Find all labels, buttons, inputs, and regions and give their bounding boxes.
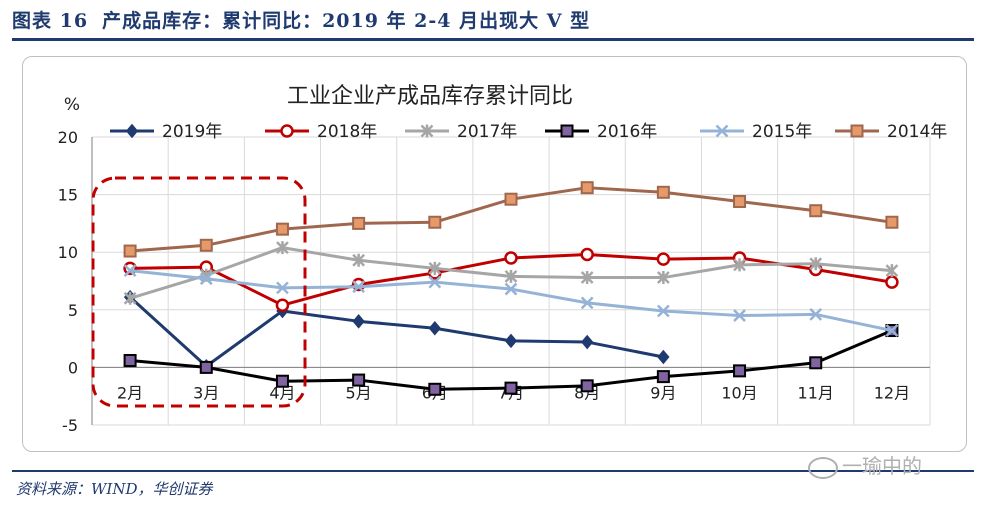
data-point-2017年 (809, 257, 823, 271)
legend-marker-2017年 (420, 124, 434, 138)
data-point-2014年 (428, 215, 442, 229)
data-point-2018年 (885, 275, 899, 289)
data-point-2016年 (504, 381, 518, 395)
data-point-2015年 (580, 296, 594, 310)
data-point-2017年 (428, 261, 442, 275)
data-point-2017年 (656, 271, 670, 285)
data-point-2015年 (656, 304, 670, 318)
data-point-2017年 (504, 269, 518, 283)
highlight-box (91, 176, 307, 408)
x-tick-label: 4月 (269, 383, 295, 402)
x-tick-label: 10月 (721, 383, 757, 402)
legend-label-2019年: 2019年 (162, 122, 222, 142)
legend-label-2018年: 2018年 (317, 122, 377, 142)
series-line-2019年 (129, 296, 664, 368)
watermark-text: 一瑜中的 (842, 454, 922, 478)
data-point-2016年 (733, 364, 747, 378)
x-tick-label: 8月 (574, 383, 600, 402)
data-point-2016年 (275, 374, 289, 388)
data-point-2014年 (123, 244, 137, 258)
legend-label-2014年: 2014年 (887, 122, 947, 142)
data-point-2016年 (656, 370, 670, 384)
data-point-2018年 (275, 298, 290, 312)
data-point-2015年 (428, 275, 442, 289)
data-point-2018年 (580, 247, 594, 262)
data-point-2019年 (428, 320, 441, 336)
data-point-2014年 (199, 238, 213, 252)
wechat-icon (808, 456, 838, 479)
data-point-2017年 (885, 264, 899, 278)
data-point-2017年 (733, 258, 746, 272)
y-tick-label: 10 (58, 243, 78, 262)
figure-header: 图表 16 产成品库存：累计同比：2019 年 2-4 月出现大 V 型 (12, 6, 604, 33)
line-chart: 工业企业产成品库存累计同比%-5051015202月3月4月5月6月7月8月9月… (58, 84, 948, 435)
x-tick-label: 2月 (117, 383, 143, 402)
chart-title: 工业企业产成品库存累计同比 (287, 84, 573, 109)
data-point-2015年 (504, 282, 518, 296)
legend-marker-2018年 (280, 124, 294, 138)
data-point-2015年 (733, 309, 746, 322)
footer-rule (12, 470, 974, 472)
figure-title: 产成品库存：累计同比：2019 年 2-4 月出现大 V 型 (102, 10, 591, 32)
data-point-2014年 (580, 181, 594, 195)
legend-marker-2019年 (125, 123, 139, 139)
x-tick-label: 5月 (346, 383, 372, 402)
data-point-2014年 (656, 185, 670, 199)
data-point-2019年 (504, 333, 518, 349)
data-point-2014年 (885, 215, 899, 229)
data-point-2016年 (580, 379, 594, 393)
y-tick-label: 20 (58, 128, 78, 147)
data-point-2015年 (123, 264, 137, 278)
data-point-2016年 (199, 360, 213, 374)
data-point-2015年 (276, 281, 289, 295)
x-tick-label: 9月 (650, 383, 676, 402)
data-point-2016年 (809, 356, 823, 370)
legend-label-2015年: 2015年 (752, 122, 812, 142)
data-point-2019年 (352, 314, 365, 329)
data-point-2015年 (352, 280, 366, 294)
data-point-2015年 (199, 272, 213, 286)
data-point-2015年 (809, 308, 823, 321)
y-tick-label: 5 (68, 301, 78, 320)
data-point-2018年 (656, 252, 671, 266)
legend-label-2016年: 2016年 (597, 122, 657, 142)
legend-marker-2015年 (715, 124, 729, 138)
data-point-2018年 (504, 251, 518, 265)
data-point-2016年 (428, 382, 442, 396)
data-point-2014年 (504, 192, 518, 206)
data-point-2014年 (809, 204, 823, 218)
y-axis-label: % (64, 95, 80, 115)
data-point-2014年 (352, 216, 366, 230)
watermark: 一瑜中的 (808, 450, 922, 479)
data-point-2019年 (657, 349, 670, 365)
legend-label-2017年: 2017年 (457, 122, 517, 142)
y-tick-label: -5 (62, 416, 78, 435)
x-tick-label: 3月 (193, 383, 219, 402)
data-point-2017年 (352, 253, 366, 267)
data-point-2019年 (581, 334, 594, 350)
data-point-2016年 (352, 373, 366, 387)
x-tick-label: 12月 (874, 383, 910, 402)
data-point-2015年 (885, 324, 899, 337)
data-point-2017年 (123, 291, 137, 305)
legend-marker-2014年 (850, 124, 864, 138)
data-point-2014年 (275, 222, 289, 236)
data-point-2014年 (733, 195, 747, 209)
x-tick-label: 11月 (798, 383, 834, 402)
header-rule (12, 38, 974, 41)
y-tick-label: 0 (68, 358, 78, 377)
chart-frame (22, 56, 967, 452)
y-tick-label: 15 (58, 186, 78, 205)
data-point-2016年 (123, 353, 137, 367)
source-note: 资料来源：WIND，华创证券 (16, 480, 213, 498)
legend-marker-2016年 (560, 124, 574, 138)
figure-number: 图表 16 (12, 10, 89, 32)
data-point-2017年 (276, 241, 289, 255)
data-point-2017年 (580, 271, 594, 285)
